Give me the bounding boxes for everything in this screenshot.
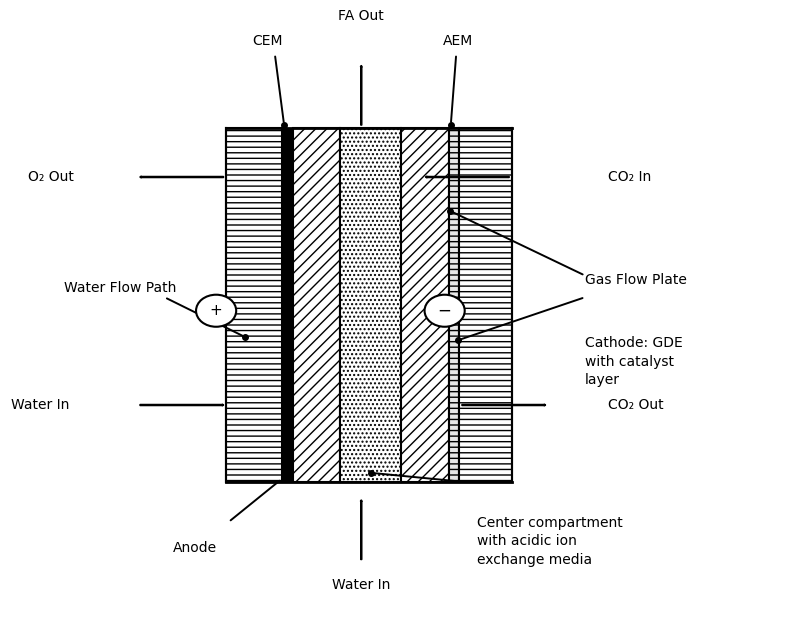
Bar [226,128,281,482]
Circle shape [196,295,236,327]
Text: Center compartment
with acidic ion
exchange media: Center compartment with acidic ion excha… [477,516,622,567]
Text: Cathode: GDE
with catalyst
layer: Cathode: GDE with catalyst layer [585,337,683,387]
Text: FA Out: FA Out [339,9,384,23]
Text: CEM: CEM [252,33,282,48]
Text: CO₂ Out: CO₂ Out [608,398,664,412]
Text: +: + [210,303,223,318]
Text: CO₂ In: CO₂ In [608,170,652,184]
Bar [401,128,448,482]
Text: O₂ Out: O₂ Out [28,170,74,184]
Bar [460,128,512,482]
Text: −: − [438,301,452,320]
Text: Water In: Water In [332,578,390,592]
Text: Anode: Anode [173,540,217,555]
Bar [340,128,401,482]
Text: AEM: AEM [443,33,473,48]
Text: Gas Flow Plate: Gas Flow Plate [585,273,687,287]
Bar [448,128,460,482]
Bar [281,128,293,482]
Text: Water Flow Path: Water Flow Path [64,281,176,295]
Bar [293,128,340,482]
Circle shape [425,295,465,327]
Text: Water In: Water In [11,398,69,412]
